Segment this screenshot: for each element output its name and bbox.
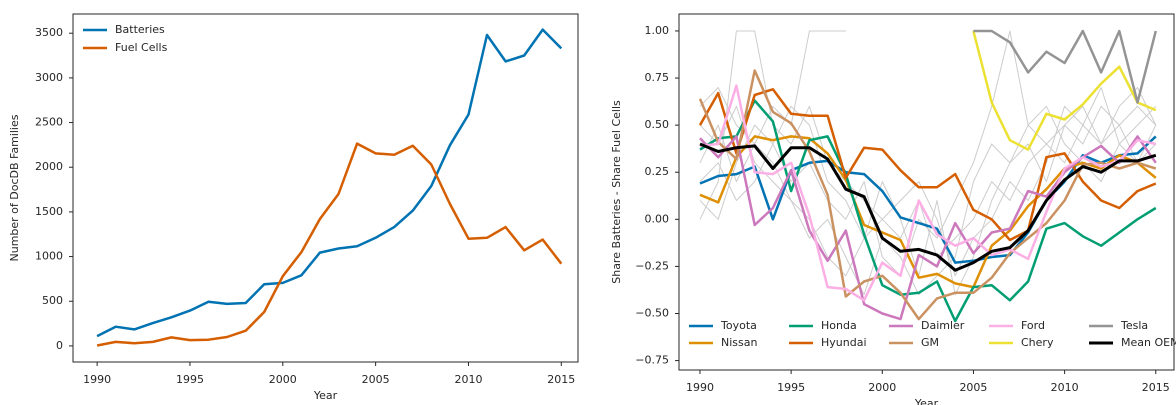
series-line [699, 99, 1157, 323]
y-tick-label: 500 [42, 294, 63, 307]
legend: Toyota Nissan Honda Hyundai Daimler GM Ford Che… [689, 319, 1176, 349]
y-tick-label: 2000 [35, 160, 63, 173]
y-tick-label: −0.75 [635, 354, 669, 367]
series-line [698, 69, 1157, 321]
background-line [699, 87, 1157, 296]
x-tick-label: 2015 [547, 373, 575, 386]
y-tick-label: 0.00 [645, 212, 670, 225]
plot-frame [72, 13, 579, 363]
x-tick-label: 2005 [362, 373, 390, 386]
series-line [698, 88, 1157, 242]
x-tick-label: 2000 [868, 381, 896, 394]
x-tick-label: 2010 [454, 373, 482, 386]
legend-label: Daimler [921, 319, 965, 332]
y-tick-label: 0 [56, 339, 63, 352]
x-tick-label: 1990 [686, 381, 714, 394]
series-line [972, 30, 1157, 151]
x-tick-label: 2005 [959, 381, 987, 394]
legend-label: GM [921, 336, 939, 349]
series-line [699, 142, 1157, 272]
legend-label: Fuel Cells [115, 41, 168, 54]
legend-label: Chery [1021, 336, 1054, 349]
y-tick-label: 2500 [35, 116, 63, 129]
y-tick-label: 0.50 [645, 118, 670, 131]
y-tick-label: 1000 [35, 250, 63, 263]
series-line [973, 29, 1158, 104]
x-tick-label: 1995 [176, 373, 204, 386]
y-tick-label: 1.00 [645, 24, 670, 37]
series-line [96, 28, 563, 338]
plot-frame [678, 13, 1175, 371]
y-tick-label: 0.75 [645, 71, 670, 84]
y-tick-label: 3500 [35, 26, 63, 39]
legend-label: Ford [1021, 319, 1045, 332]
series-line [699, 84, 1157, 302]
x-tick-label: 1995 [777, 381, 805, 394]
y-axis-label: Share Batteries - Share Fuel Cells [610, 100, 623, 284]
y-tick-label: 0.25 [645, 165, 670, 178]
x-tick-label: 2000 [269, 373, 297, 386]
y-tick-label: 1500 [35, 205, 63, 218]
series-line [96, 142, 563, 347]
y-tick-label: −0.50 [635, 306, 669, 319]
legend-label: Tesla [1120, 319, 1148, 332]
legend-label: Hyundai [821, 336, 867, 349]
y-axis-label: Number of DocDB Families [8, 114, 21, 261]
legend-label: Toyota [720, 319, 757, 332]
x-tick-label: 1990 [83, 373, 111, 386]
legend-label: Batteries [115, 23, 165, 36]
x-axis-label: Year [313, 389, 338, 402]
panel: 0 500 1000 1500 2000 2500 3000 3500 1990 1995 2000… [8, 13, 579, 402]
legend: Batteries Fuel Cells [83, 23, 168, 54]
background-line [699, 105, 1157, 296]
background-line [699, 30, 846, 183]
x-tick-label: 2015 [1142, 381, 1170, 394]
legend-label: Nissan [721, 336, 757, 349]
panel: −0.75 −0.50 −0.25 0.00 0.25 0.50 0.75 1.00 1990 1… [610, 13, 1176, 405]
background-line [699, 30, 1157, 258]
y-tick-label: 3000 [35, 71, 63, 84]
x-axis-label: Year [914, 397, 939, 405]
legend-label: Mean OEM [1121, 336, 1176, 349]
background-line [699, 30, 1157, 277]
x-tick-label: 2010 [1051, 381, 1079, 394]
legend-label: Honda [821, 319, 857, 332]
series-line [699, 135, 1157, 289]
y-tick-label: −0.25 [635, 259, 669, 272]
